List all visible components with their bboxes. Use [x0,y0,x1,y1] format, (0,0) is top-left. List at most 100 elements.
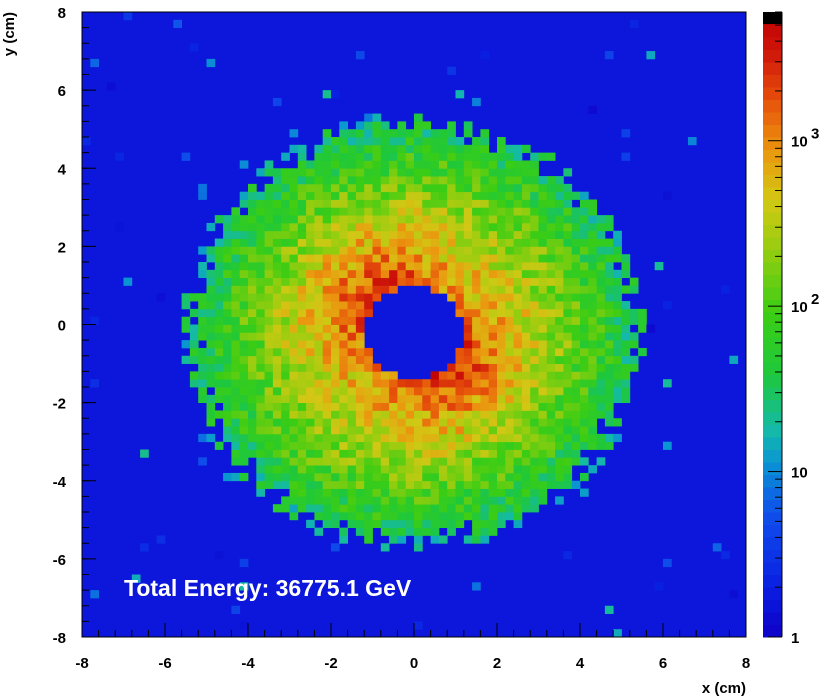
heatmap-bin [281,152,290,161]
heatmap-bin [256,168,265,177]
heatmap-bin [472,394,481,404]
heatmap-bin [306,308,315,318]
heatmap-bin [339,207,348,216]
heatmap-bin [629,316,639,325]
heatmap-bin [438,238,448,247]
heatmap-bin [480,246,490,255]
heatmap-bin [306,301,315,310]
heatmap-bin [314,308,324,318]
heatmap-bin [472,347,481,357]
heatmap-bin [414,144,423,154]
heatmap-bin [380,488,390,497]
heatmap-bin [638,308,647,318]
heatmap-bin [281,472,290,482]
heatmap-bin [397,379,407,388]
heatmap-bin [480,191,490,200]
heatmap-bin [580,254,589,263]
heatmap-bin [455,90,465,99]
heatmap-bin [546,332,556,341]
heatmap-bin [430,191,440,200]
heatmap-bin [521,191,531,200]
heatmap-bin [314,160,324,169]
heatmap-bin [123,12,133,21]
heatmap-bin [322,496,332,505]
heatmap-bin [488,160,498,169]
heatmap-bin [331,144,340,154]
heatmap-bin [264,277,274,286]
heatmap-bin [297,355,307,364]
y-tick-label: -4 [53,474,67,491]
heatmap-bin [347,262,357,271]
heatmap-bin [455,277,465,286]
heatmap-bin [256,410,265,419]
heatmap-bin [297,433,307,443]
heatmap-bin [447,285,456,294]
heatmap-bin [505,355,514,364]
heatmap-bin [497,168,506,177]
heatmap-bin [555,472,564,482]
heatmap-bin [347,387,357,396]
heatmap-bin [372,277,382,286]
heatmap-bin [198,457,207,466]
colorbar-segment [763,87,782,100]
heatmap-bin [472,144,481,154]
heatmap-bin [314,183,324,193]
heatmap-bin [347,199,357,208]
heatmap-bin [322,199,332,208]
heatmap-bin [521,293,531,302]
heatmap-bin [571,293,581,302]
heatmap-bin [438,449,448,458]
heatmap-bin [596,410,606,419]
heatmap-bin [571,222,581,232]
heatmap-bin [513,215,523,224]
heatmap-bin [281,363,290,372]
heatmap-bin [588,402,597,411]
heatmap-bin [380,269,390,279]
heatmap-bin [596,355,606,364]
heatmap-bin [380,426,390,435]
heatmap-bin [596,387,606,396]
heatmap-bin [239,277,249,286]
heatmap-bin [306,480,315,489]
heatmap-bin [256,277,265,286]
heatmap-bin [571,277,581,286]
heatmap-bin [405,457,415,466]
heatmap-bin [214,347,224,357]
heatmap-bin [555,277,564,286]
heatmap-bin [331,269,340,279]
heatmap-bin [372,269,382,279]
heatmap-bin [223,285,232,294]
heatmap-bin [189,293,199,302]
heatmap-bin [604,394,614,404]
heatmap-bin [239,285,249,294]
heatmap-bin [629,308,639,318]
heatmap-bin [613,629,622,638]
heatmap-bin [272,363,282,372]
heatmap-bin [538,387,548,396]
heatmap-bin [414,527,423,536]
heatmap-bin [389,472,398,482]
heatmap-bin [463,324,473,333]
colorbar-segment [763,24,782,38]
heatmap-bin [397,246,407,255]
heatmap-bin [331,137,340,146]
colorbar-segment [763,449,782,463]
heatmap-bin [555,246,564,255]
heatmap-bin [214,246,224,255]
heatmap-bin [405,418,415,427]
heatmap-bin [281,308,290,318]
heatmap-bin [339,238,348,247]
heatmap-bin [206,363,216,372]
heatmap-bin [604,371,614,380]
heatmap-bin [364,183,373,193]
heatmap-bin [588,246,597,255]
colorbar-segment [763,99,782,113]
heatmap-bin [455,254,465,263]
heatmap-bin [447,472,456,482]
heatmap-bin [563,355,573,364]
heatmap-bin [480,51,490,60]
heatmap-bin [389,277,398,286]
heatmap-bin [438,246,448,255]
heatmap-bin [521,426,531,435]
heatmap-bin [505,316,514,325]
